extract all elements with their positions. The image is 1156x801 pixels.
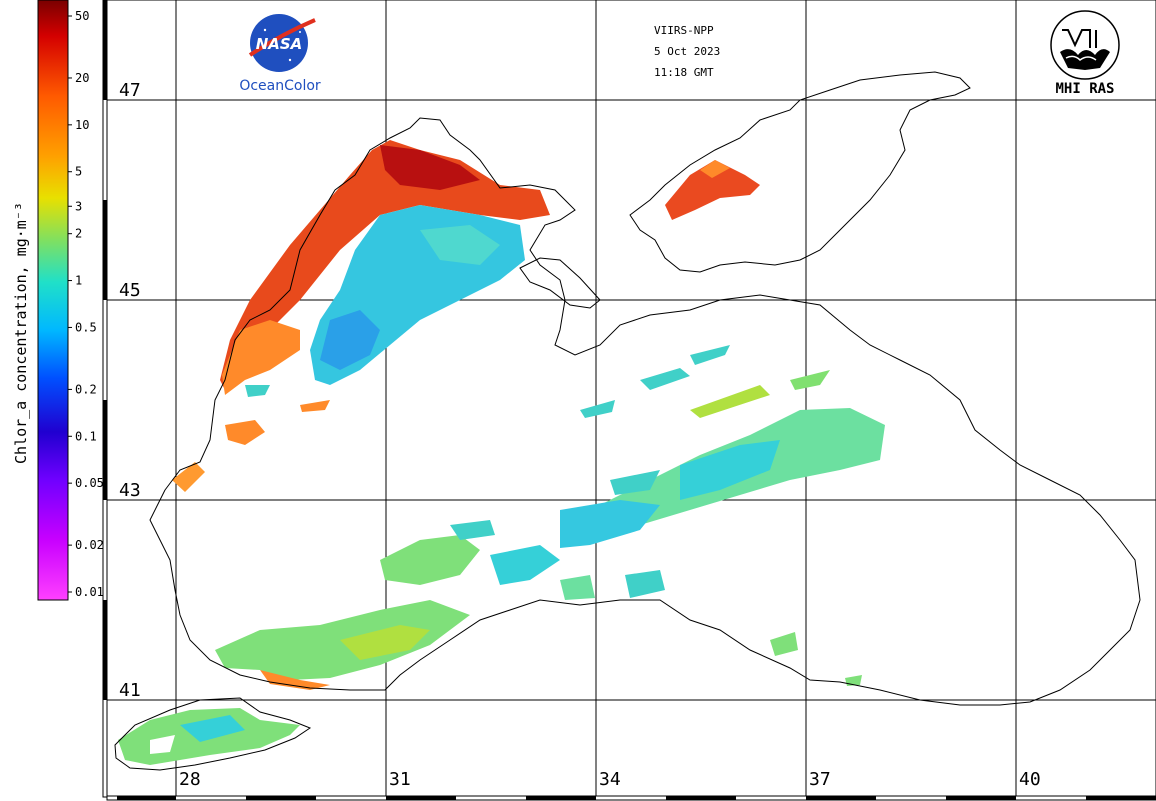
colorbar-tick-label: 0.05 (75, 476, 104, 490)
colorbar-tick-label: 50 (75, 9, 89, 23)
date-label: 5 Oct 2023 (654, 45, 720, 58)
colorbar-tick-label: 10 (75, 118, 89, 132)
mhi-ras-logo: MHI RAS (1050, 10, 1120, 97)
chlorophyll-data (118, 140, 885, 765)
lat-labels: 47 45 43 41 (115, 74, 149, 701)
colorbar: Chlor_a concentration, mg·m⁻³ 50 20 10 5 3 2 1… (12, 0, 104, 601)
oceancolor-label: OceanColor (239, 78, 321, 94)
lon-label-40: 40 (1019, 769, 1041, 790)
colorbar-tick-label: 0.5 (75, 320, 97, 334)
colorbar-tick-label: 3 (75, 199, 82, 213)
colorbar-tick-label: 0.02 (75, 538, 104, 552)
left-scale-bar (102, 0, 108, 798)
mhi-ras-label: MHI RAS (1055, 81, 1114, 97)
nasa-logo: NASA OceanColor (239, 14, 321, 94)
lat-label-41: 41 (119, 680, 141, 701)
lat-label-43: 43 (119, 480, 141, 501)
nasa-mark: NASA (256, 35, 303, 53)
map-frame (106, 0, 1156, 798)
lat-label-47: 47 (119, 80, 141, 101)
header-info: VIIRS-NPP 5 Oct 2023 11:18 GMT (654, 24, 720, 79)
lat-label-45: 45 (119, 280, 141, 301)
colorbar-tick-label: 2 (75, 227, 82, 241)
lon-label-28: 28 (179, 769, 201, 790)
lon-label-37: 37 (809, 769, 831, 790)
colorbar-tick-label: 5 (75, 165, 82, 179)
colorbar-gradient (37, 0, 69, 601)
bottom-scale-bar (106, 795, 1156, 801)
colorbar-tick-label: 20 (75, 71, 89, 85)
lon-label-34: 34 (599, 769, 621, 790)
lon-labels: 28 31 34 37 40 (179, 769, 1041, 790)
coastline (114, 71, 1141, 771)
lon-label-31: 31 (389, 769, 411, 790)
colorbar-tick-label: 0.1 (75, 429, 97, 443)
colorbar-title: Chlor_a concentration, mg·m⁻³ (12, 202, 30, 464)
time-label: 11:18 GMT (654, 66, 714, 79)
sensor-label: VIIRS-NPP (654, 24, 714, 37)
colorbar-tick-label: 0.2 (75, 382, 97, 396)
colorbar-tick-label: 1 (75, 274, 82, 288)
colorbar-tick-label: 0.01 (75, 585, 104, 599)
